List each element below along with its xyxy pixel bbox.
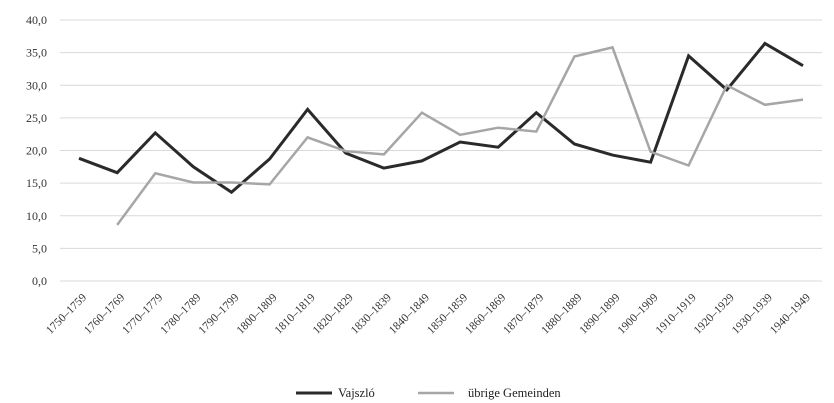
y-tick-label: 5,0: [32, 241, 47, 255]
series-line-0: [78, 41, 804, 195]
y-tick-label: 30,0: [26, 78, 47, 92]
y-tick-label: 20,0: [26, 144, 47, 158]
series-lines: [78, 41, 804, 226]
y-axis-ticks: 0,0 5,0 10,0 15,0 20,0 25,0 30,0 35,0 40,0: [26, 13, 47, 288]
y-tick-label: 10,0: [26, 209, 47, 223]
series-line-1: [116, 45, 804, 226]
y-tick-label: 35,0: [26, 46, 47, 60]
legend: Vajszló übrige Gemeinden: [296, 386, 561, 400]
x-axis-ticks: 1750–17591760–17691770–17791780–17891790…: [44, 291, 813, 336]
legend-label-uebrige-gemeinden: übrige Gemeinden: [468, 386, 561, 400]
x-tick-label: 1940–1949: [768, 291, 813, 336]
legend-label-vajszlo: Vajszló: [338, 386, 375, 400]
y-tick-label: 40,0: [26, 13, 47, 27]
y-tick-label: 15,0: [26, 176, 47, 190]
y-tick-label: 0,0: [32, 274, 47, 288]
y-tick-label: 25,0: [26, 111, 47, 125]
